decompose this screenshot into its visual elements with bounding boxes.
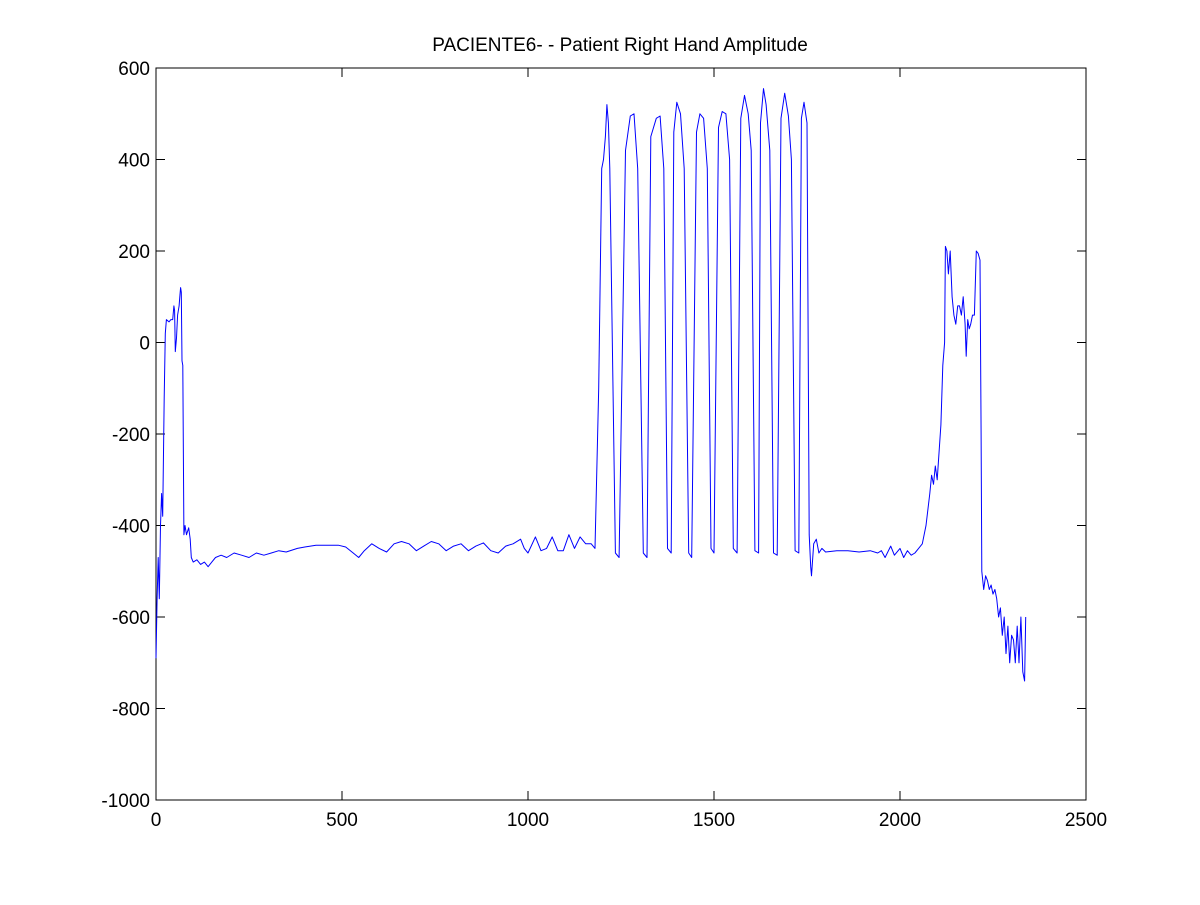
y-tick-label: -200	[112, 425, 150, 446]
x-tick-label: 500	[326, 810, 358, 831]
series-layer	[155, 88, 1027, 682]
y-tick-label: 200	[118, 242, 150, 263]
chart-title: PACIENTE6- - Patient Right Hand Amplitud…	[432, 35, 808, 56]
x-tick-label: 2500	[1065, 810, 1107, 831]
x-tick-label: 0	[151, 810, 162, 831]
x-axis-ticks: 0 500 1000 1500 2000 2500	[151, 68, 1107, 831]
y-axis-ticks: -1000 -800 -600 -400 -200 0 200 400 600	[101, 59, 1086, 812]
y-tick-label: 0	[139, 334, 150, 355]
y-tick-label: -800	[112, 700, 150, 721]
y-tick-label: 400	[118, 151, 150, 172]
y-tick-label: -1000	[101, 791, 150, 812]
y-tick-label: 600	[118, 59, 150, 80]
y-tick-label: -600	[112, 608, 150, 629]
x-tick-label: 1500	[693, 810, 735, 831]
series-line-0	[155, 88, 1027, 682]
x-tick-label: 1000	[507, 810, 549, 831]
x-tick-label: 2000	[879, 810, 921, 831]
y-tick-label: -400	[112, 517, 150, 538]
